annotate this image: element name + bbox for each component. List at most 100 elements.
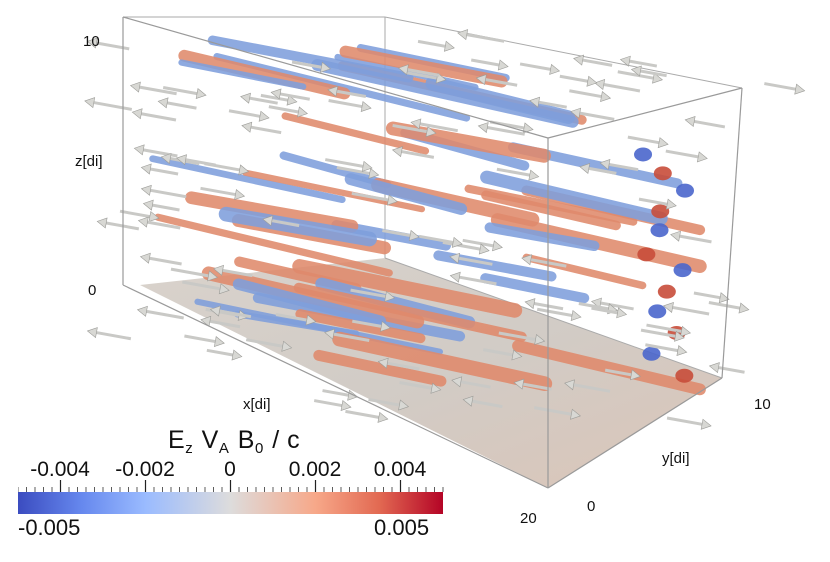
field-arrow-shaft [522, 382, 552, 391]
field-arrow-head [238, 164, 250, 176]
field-arrow-shaft [693, 119, 726, 129]
field-arrow-shaft [162, 86, 198, 96]
field-arrow-head [86, 327, 98, 339]
tube-end [634, 147, 653, 162]
field-arrow-head [524, 298, 536, 310]
colorbar-ticks [18, 480, 444, 492]
field-arrow-head [320, 61, 332, 73]
current-tube [480, 170, 668, 225]
field-arrow-shaft [533, 406, 572, 416]
field-arrow-shaft [638, 197, 668, 206]
field-arrow-head [176, 154, 187, 166]
field-arrow-shaft [170, 267, 209, 278]
colorbar-max-label: 0.005 [374, 515, 430, 540]
field-arrow-head [360, 100, 372, 113]
field-arrow-shaft [600, 301, 634, 311]
field-arrow-head [449, 252, 461, 264]
field-arrow-head [457, 29, 469, 41]
field-arrow-head [497, 59, 509, 71]
field-arrow-shaft [209, 319, 241, 329]
field-arrow-head [234, 189, 246, 201]
field-arrow-shaft [608, 162, 639, 172]
field-arrow-head [142, 199, 154, 211]
field-arrow-shaft [336, 89, 367, 98]
field-arrow-head [297, 106, 309, 118]
field-arrow-head [209, 305, 221, 317]
current-tube [293, 282, 527, 342]
tube-end [673, 263, 692, 278]
field-arrow-shaft [496, 167, 530, 177]
field-arrow-head [657, 137, 669, 149]
field-arrow-shaft [458, 256, 493, 266]
colorbar-min-label: -0.005 [18, 515, 81, 540]
field-arrow-shaft [582, 58, 613, 67]
field-arrow-shaft [139, 85, 177, 96]
field-arrow-head [327, 85, 339, 97]
colorbar-tick-label: 0 [224, 458, 236, 481]
current-tube [232, 278, 387, 327]
field-arrow-head [696, 151, 708, 163]
field-arrow-shaft [399, 380, 433, 390]
y-axis-tick-end: 10 [754, 396, 771, 413]
field-arrow-shaft [485, 78, 518, 87]
field-arrow-head [616, 307, 628, 319]
field-arrow-head [570, 107, 582, 119]
field-arrow-shaft [646, 323, 682, 333]
field-arrow-head [600, 90, 612, 102]
field-arrow-shaft [538, 100, 567, 109]
field-arrow-shaft [275, 313, 308, 322]
field-arrow-head [391, 146, 403, 158]
field-arrow-head [139, 252, 151, 264]
field-arrow-shaft [679, 234, 712, 244]
current-tube [311, 58, 579, 128]
field-arrow-head [231, 349, 243, 361]
field-arrow-head [137, 216, 149, 228]
field-arrow-head [379, 320, 391, 332]
field-arrow-shaft [147, 220, 181, 230]
field-arrow-head [430, 382, 442, 394]
tube-end [657, 284, 676, 299]
field-arrow-head [522, 122, 534, 134]
field-arrow-head [361, 160, 373, 172]
field-arrow-head [718, 292, 730, 304]
field-arrow-shaft [640, 328, 676, 338]
field-arrow-head [425, 126, 437, 138]
field-arrow-head [140, 184, 152, 196]
field-arrow-shaft [387, 361, 420, 371]
field-arrow-head [630, 65, 642, 77]
field-arrow-shaft [351, 319, 382, 328]
field-arrow-shaft [119, 209, 151, 219]
current-tube [480, 273, 590, 304]
field-arrow-head [599, 158, 611, 170]
field-arrow-shaft [629, 59, 658, 68]
y-axis-tick-start: 0 [587, 498, 596, 515]
field-arrow-head [529, 96, 541, 108]
field-arrow-shaft [328, 99, 363, 109]
field-arrow-head [676, 345, 688, 357]
field-arrow-head [528, 169, 540, 181]
field-arrow-head [386, 194, 398, 206]
field-arrow-head [534, 334, 546, 346]
current-tube [344, 173, 468, 215]
field-arrow-head [594, 79, 606, 91]
field-arrow-shaft [150, 167, 179, 176]
field-arrow-shaft [569, 89, 602, 99]
z-axis-tick-bottom: 0 [88, 282, 97, 299]
field-arrow-shaft [152, 203, 180, 212]
field-arrow-shaft [418, 234, 454, 244]
field-arrow-head [451, 376, 463, 388]
field-arrow-shaft [345, 409, 380, 419]
field-arrow-shaft [184, 334, 216, 344]
field-arrow-shaft [336, 166, 370, 175]
field-arrow-head [629, 369, 641, 381]
field-arrow-head [148, 211, 160, 223]
field-arrow-head [570, 309, 582, 321]
field-arrow-head [443, 40, 455, 52]
field-arrow-shaft [591, 306, 618, 315]
field-arrow-shaft [250, 125, 282, 135]
field-arrow-shaft [245, 338, 283, 348]
field-arrow-head [96, 217, 108, 229]
field-arrow-shaft [143, 148, 178, 158]
field-arrow-head [662, 301, 674, 313]
